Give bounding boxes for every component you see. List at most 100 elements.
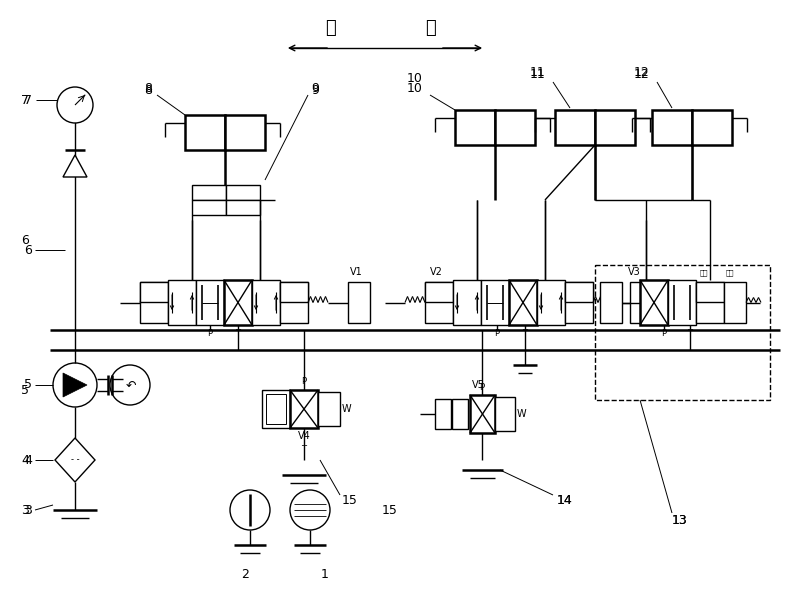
Text: 7: 7 <box>24 93 32 106</box>
Text: 4: 4 <box>21 453 29 467</box>
Bar <box>455 110 495 145</box>
Bar <box>425 282 453 323</box>
Bar <box>192 185 226 200</box>
Polygon shape <box>55 438 95 482</box>
Text: V5: V5 <box>472 380 485 390</box>
Bar <box>185 115 225 150</box>
Text: 5: 5 <box>24 378 32 392</box>
Bar <box>266 394 286 424</box>
Text: 4: 4 <box>24 453 32 467</box>
Bar <box>668 280 696 325</box>
Text: 14: 14 <box>557 494 573 507</box>
Bar <box>280 282 308 323</box>
Text: P: P <box>479 382 485 392</box>
Text: W: W <box>342 404 352 414</box>
Text: 7: 7 <box>21 93 29 106</box>
Text: V2: V2 <box>430 267 443 277</box>
Text: 1: 1 <box>321 568 329 582</box>
Circle shape <box>53 363 97 407</box>
Bar <box>724 282 746 323</box>
Bar <box>565 282 593 302</box>
Text: 10: 10 <box>407 81 423 95</box>
Bar <box>290 390 318 428</box>
Text: V3: V3 <box>628 267 641 277</box>
Text: 3: 3 <box>24 503 32 516</box>
Text: P: P <box>662 329 666 337</box>
Text: - -: - - <box>70 455 79 464</box>
Bar <box>425 282 453 302</box>
Circle shape <box>110 365 150 405</box>
Bar <box>555 110 595 145</box>
Text: T: T <box>302 445 306 455</box>
Bar <box>595 265 770 400</box>
Text: 2: 2 <box>241 568 249 582</box>
Bar <box>252 280 280 325</box>
Text: 先导: 先导 <box>700 269 709 276</box>
Bar <box>280 282 308 302</box>
Bar <box>696 282 724 323</box>
Text: 右: 右 <box>425 19 435 37</box>
Circle shape <box>230 490 270 530</box>
Bar <box>565 282 593 323</box>
Text: 14: 14 <box>557 494 573 507</box>
Bar <box>452 399 468 429</box>
Text: 12: 12 <box>634 65 650 78</box>
Text: 13: 13 <box>672 513 688 527</box>
Bar <box>262 390 290 428</box>
Text: 8: 8 <box>144 81 152 95</box>
Bar <box>470 395 495 433</box>
Bar <box>348 282 370 323</box>
Bar <box>226 185 260 200</box>
Text: 15: 15 <box>342 494 358 507</box>
Bar <box>453 280 481 325</box>
Bar <box>192 200 226 215</box>
Text: 5: 5 <box>21 384 29 397</box>
Text: 6: 6 <box>24 244 32 257</box>
Text: 3: 3 <box>21 503 29 516</box>
Text: 6: 6 <box>21 233 29 246</box>
Text: 液控: 液控 <box>726 269 734 276</box>
Text: 9: 9 <box>311 81 319 95</box>
Bar <box>318 392 340 426</box>
Bar <box>196 280 224 325</box>
Bar <box>595 110 635 145</box>
Bar <box>652 110 692 145</box>
Text: 11: 11 <box>530 68 546 81</box>
Bar <box>692 110 732 145</box>
Polygon shape <box>63 155 87 177</box>
Bar <box>168 280 196 325</box>
Bar <box>140 282 168 302</box>
Text: 12: 12 <box>634 68 650 81</box>
Bar <box>696 282 724 302</box>
Text: 9: 9 <box>311 84 319 97</box>
Text: W: W <box>517 409 526 419</box>
Circle shape <box>290 490 330 530</box>
Bar <box>495 397 515 431</box>
Bar <box>224 280 252 325</box>
Circle shape <box>57 87 93 123</box>
Bar <box>537 280 565 325</box>
Text: 13: 13 <box>672 513 688 527</box>
Bar <box>481 280 509 325</box>
Bar <box>225 115 265 150</box>
Bar <box>495 110 535 145</box>
Text: $\curvearrowleft$: $\curvearrowleft$ <box>122 378 138 392</box>
Text: T: T <box>522 329 527 337</box>
Text: T: T <box>687 329 693 337</box>
Text: P: P <box>207 329 213 337</box>
Bar <box>226 200 260 215</box>
Text: V1: V1 <box>350 267 362 277</box>
Text: V4: V4 <box>298 431 310 441</box>
Text: 15: 15 <box>382 503 398 516</box>
Bar <box>435 399 451 429</box>
Text: 10: 10 <box>407 71 423 84</box>
Text: 8: 8 <box>144 84 152 97</box>
Text: 左: 左 <box>325 19 335 37</box>
Bar <box>509 280 537 325</box>
Bar <box>140 282 168 323</box>
Text: T: T <box>235 329 241 337</box>
Text: P: P <box>494 329 499 337</box>
Polygon shape <box>63 373 87 397</box>
Bar <box>600 282 622 323</box>
Text: P: P <box>302 378 306 387</box>
